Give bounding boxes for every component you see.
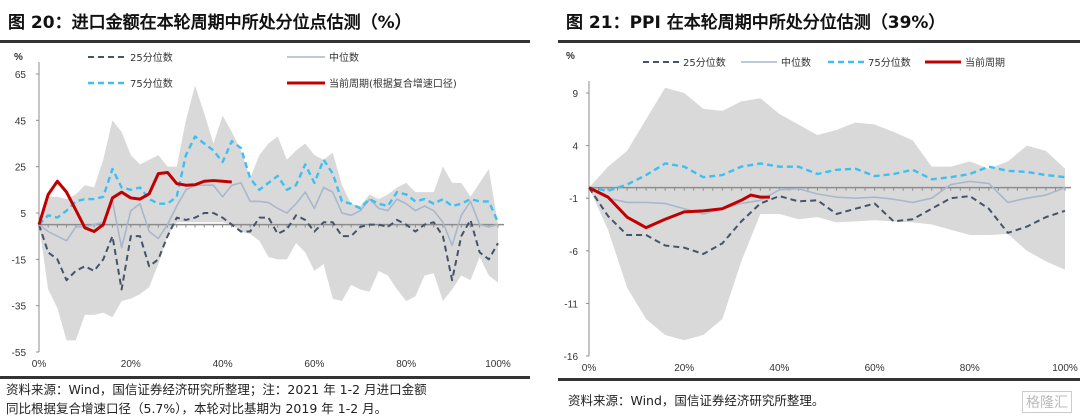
x-tick-label: 40% bbox=[769, 363, 789, 374]
y-tick-label: 5 bbox=[20, 209, 26, 220]
y-tick-label: -55 bbox=[12, 348, 27, 359]
right-source-rule bbox=[558, 378, 1080, 381]
left-chart: 65 45 25 5 -15 -35 -55% 0% 20% 40% 60% 80% 100% 25分位数… bbox=[12, 51, 511, 370]
y-tick-label: -11 bbox=[564, 299, 578, 310]
series-line-p75 bbox=[588, 162, 1066, 193]
x-tick-label: 100% bbox=[485, 359, 511, 370]
right-chart: 9 4 -1 -6 -11 -16% 0% 20% 40% 60% 80% 100% 25分位数 中位数 7… bbox=[564, 51, 1078, 374]
y-tick-label: -16 bbox=[564, 352, 579, 363]
x-tick-label: 20% bbox=[674, 363, 694, 374]
series-line-current bbox=[588, 186, 770, 230]
legend-label-p25: 25分位数 bbox=[683, 56, 726, 69]
series-line-median bbox=[38, 182, 499, 249]
legend-label-median: 中位数 bbox=[329, 51, 359, 64]
legend-label-median: 中位数 bbox=[781, 56, 811, 69]
y-axis-unit: % bbox=[14, 52, 23, 63]
x-tick-label: 60% bbox=[304, 359, 324, 370]
right-title-rule bbox=[558, 40, 1080, 43]
y-tick-label: -1 bbox=[569, 194, 578, 205]
x-tick-label: 0% bbox=[582, 363, 597, 374]
series-line-p75 bbox=[38, 135, 500, 226]
x-tick-label: 0% bbox=[32, 359, 47, 370]
y-tick-label: 65 bbox=[15, 70, 27, 81]
right-panel: 图 21：PPI 在本轮周期中所处分位估测（39%） 9 4 -1 -6 -11 -16%… bbox=[558, 0, 1080, 419]
legend-label-p75: 75分位数 bbox=[130, 77, 173, 90]
watermark-logo: 格隆汇 bbox=[1022, 391, 1072, 413]
x-tick-label: 80% bbox=[396, 359, 416, 370]
left-source-rule bbox=[0, 376, 530, 379]
y-tick-label: -6 bbox=[569, 247, 578, 258]
y-tick-label: 9 bbox=[572, 89, 578, 100]
series-line-p25 bbox=[38, 212, 499, 291]
legend-label-p75: 75分位数 bbox=[868, 56, 911, 69]
legend-label-current: 当前周期(根据复合增速口径) bbox=[329, 77, 457, 90]
x-tick-label: 80% bbox=[960, 363, 980, 374]
legend-label-current: 当前周期 bbox=[965, 56, 1005, 69]
left-title-rule bbox=[0, 40, 530, 43]
right-source: 资料来源：Wind，国信证券经济研究所整理。 bbox=[568, 393, 825, 408]
y-tick-label: -15 bbox=[12, 255, 27, 266]
series-line-median bbox=[588, 180, 1066, 215]
left-chart-title: 图 20：进口金额在本轮周期中所处分位点估测（%） bbox=[8, 13, 412, 33]
left-source-line2: 同比根据复合增速口径（5.7%），本轮对比基期为 2019 年 1-2 月。 bbox=[6, 401, 388, 416]
x-tick-label: 60% bbox=[865, 363, 885, 374]
y-axis-unit: % bbox=[566, 51, 575, 62]
series-line-current bbox=[37, 170, 232, 234]
min-max-band bbox=[589, 87, 1065, 341]
min-max-band bbox=[39, 85, 498, 341]
left-panel: 图 20：进口金额在本轮周期中所处分位点估测（%） 65 45 25 5 -15 -35 -… bbox=[0, 0, 530, 419]
x-tick-label: 100% bbox=[1052, 363, 1078, 374]
y-tick-label: 45 bbox=[15, 116, 27, 127]
x-tick-label: 40% bbox=[213, 359, 233, 370]
right-chart-title: 图 21：PPI 在本轮周期中所处分位估测（39%） bbox=[566, 13, 946, 33]
y-tick-label: 4 bbox=[572, 142, 578, 153]
x-tick-label: 20% bbox=[121, 359, 141, 370]
y-tick-label: 25 bbox=[15, 163, 27, 174]
legend-label-p25: 25分位数 bbox=[130, 51, 173, 64]
series-line-p25 bbox=[588, 187, 1066, 255]
y-tick-label: -35 bbox=[12, 302, 27, 313]
left-source-line1: 资料来源：Wind，国信证券经济研究所整理；注：2021 年 1-2 月进口金额 bbox=[6, 382, 427, 397]
